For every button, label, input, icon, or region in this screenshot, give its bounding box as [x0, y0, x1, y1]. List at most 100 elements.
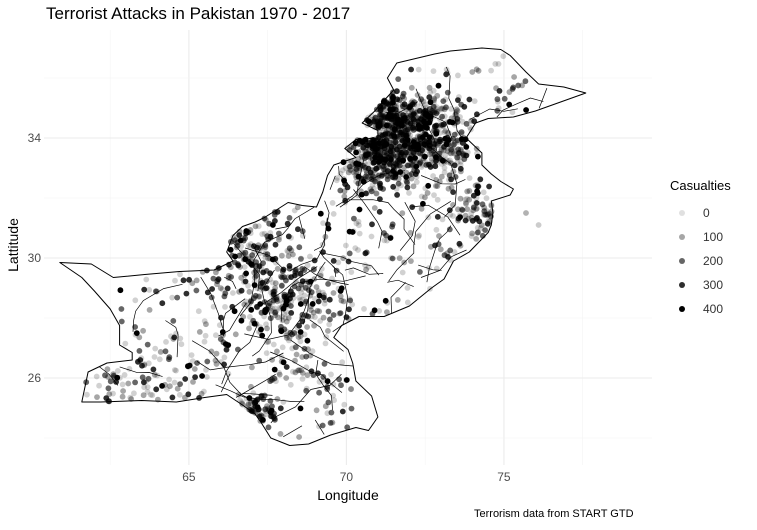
attack-point: [311, 257, 318, 264]
attack-point: [452, 174, 459, 180]
district-boundary: [220, 373, 231, 393]
attack-point: [450, 168, 457, 175]
attack-point: [348, 158, 354, 165]
attack-point: [382, 113, 389, 120]
attack-point: [295, 334, 302, 340]
attack-point: [335, 285, 342, 292]
attack-point: [431, 95, 438, 102]
attack-point: [365, 263, 372, 270]
district-boundary: [388, 201, 451, 282]
attack-point: [290, 368, 296, 375]
attack-point: [395, 76, 402, 82]
attack-point: [485, 221, 492, 228]
attack-point: [369, 136, 375, 143]
attack-point: [440, 147, 447, 154]
attack-point: [372, 151, 378, 157]
attack-point: [333, 177, 340, 184]
attack-point: [324, 378, 331, 385]
attack-point: [315, 288, 322, 294]
attack-point: [448, 176, 454, 183]
attack-point: [271, 366, 278, 373]
attack-point: [154, 372, 161, 379]
attack-point: [431, 192, 437, 199]
attack-point: [331, 279, 337, 285]
attack-point: [471, 118, 478, 125]
attack-point: [445, 129, 451, 136]
attack-point: [408, 84, 415, 91]
attack-point: [435, 241, 442, 248]
attack-point: [381, 126, 388, 133]
attack-point: [241, 301, 248, 308]
attack-point: [279, 274, 285, 281]
legend-label: 300: [703, 278, 724, 292]
attack-point: [439, 105, 446, 112]
attack-point: [265, 339, 272, 345]
district-boundary: [303, 266, 349, 285]
district-boundary: [191, 340, 259, 405]
attack-point: [467, 124, 473, 131]
attack-point: [378, 173, 385, 179]
attack-point: [104, 366, 111, 373]
attack-point: [132, 379, 139, 386]
attack-point: [310, 309, 317, 316]
attack-point: [261, 215, 268, 222]
attack-point: [416, 125, 423, 132]
attack-point: [248, 320, 255, 327]
attack-point: [317, 271, 324, 278]
legend-label: 0: [703, 206, 710, 220]
attack-point: [231, 259, 238, 266]
attack-point: [427, 106, 433, 112]
pakistan-border: [59, 47, 587, 446]
attack-point: [398, 122, 405, 129]
attack-point: [260, 269, 267, 276]
attack-point: [466, 188, 473, 194]
attack-point: [405, 162, 411, 169]
attack-point: [303, 385, 310, 392]
attack-point: [286, 245, 293, 252]
attack-point: [299, 376, 306, 382]
attack-point: [132, 324, 139, 330]
attack-point: [180, 277, 187, 284]
attack-point: [420, 105, 426, 111]
attack-point: [201, 388, 207, 395]
attack-point: [408, 152, 415, 159]
attack-point: [372, 115, 378, 122]
attack-point: [494, 107, 501, 114]
legend-item: 300: [670, 273, 731, 297]
attack-point: [216, 322, 223, 328]
attack-point: [299, 370, 306, 376]
attack-point: [370, 146, 377, 153]
attack-point: [230, 290, 236, 296]
attack-point: [455, 72, 461, 79]
attack-point: [281, 311, 288, 318]
attack-point: [430, 173, 436, 179]
attack-point: [309, 348, 316, 355]
attack-point: [315, 370, 321, 377]
attack-point: [346, 250, 353, 257]
attack-point: [220, 330, 226, 337]
attack-point: [345, 258, 352, 265]
attack-point: [447, 157, 453, 164]
attack-point: [255, 242, 262, 249]
attack-point: [245, 254, 252, 260]
attack-point: [408, 66, 414, 73]
attack-point: [248, 383, 254, 390]
attack-point: [406, 162, 413, 169]
attack-point: [309, 301, 316, 307]
attack-point: [325, 308, 332, 315]
attack-point: [474, 181, 481, 188]
attack-point: [442, 96, 449, 103]
attack-point: [397, 155, 403, 162]
attack-point: [455, 217, 461, 224]
district-boundary: [329, 175, 336, 190]
attack-point: [259, 285, 266, 291]
attack-point: [120, 388, 126, 394]
attack-point: [348, 385, 354, 392]
attack-point: [455, 146, 462, 153]
attack-point: [303, 387, 310, 394]
attack-point: [473, 236, 480, 242]
attack-point: [285, 233, 292, 240]
attack-point: [396, 147, 403, 154]
attack-point: [365, 165, 372, 172]
attack-point: [344, 184, 351, 191]
